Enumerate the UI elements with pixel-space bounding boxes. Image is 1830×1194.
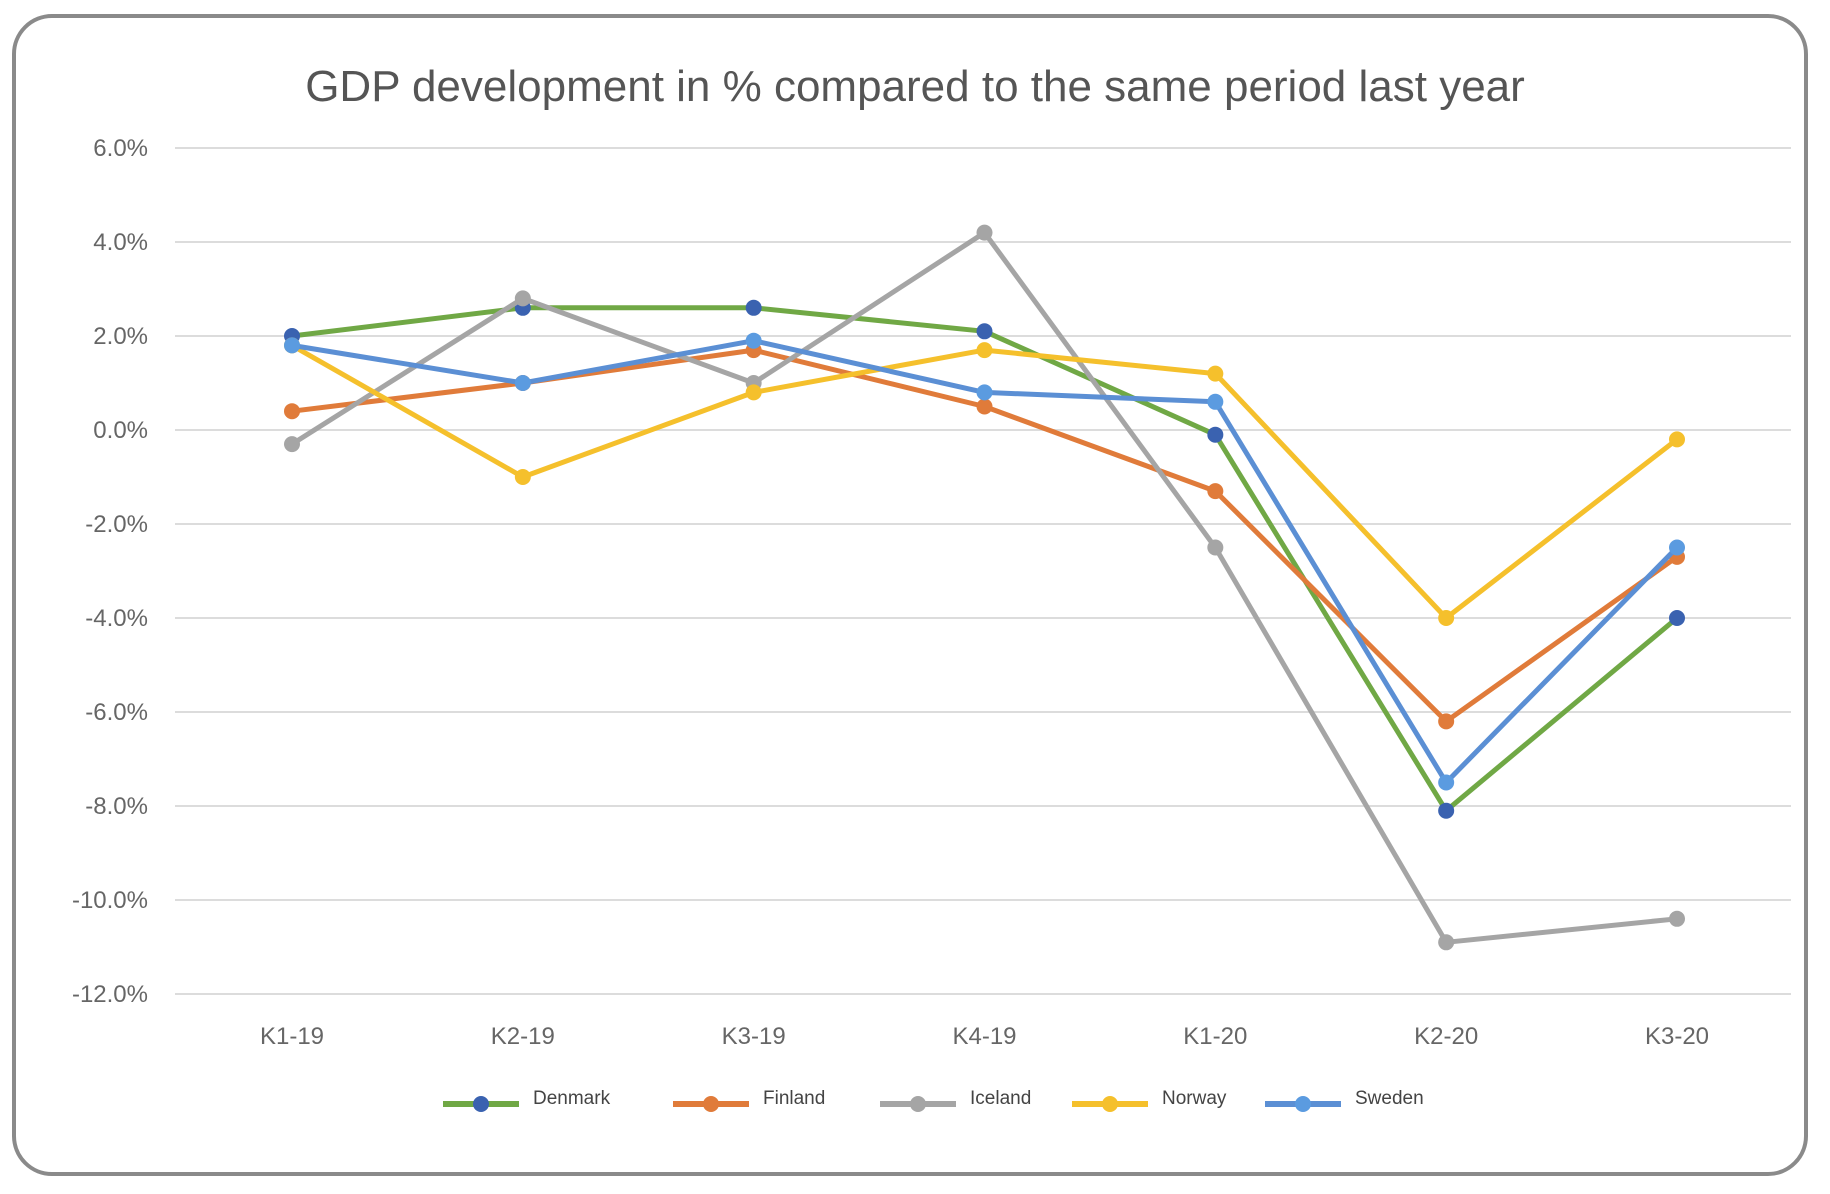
data-point-denmark (1438, 802, 1455, 819)
x-tick-label: K2-20 (1414, 1023, 1478, 1050)
chart-frame (12, 14, 1808, 1176)
data-point-denmark (1669, 610, 1685, 626)
data-point-iceland (514, 290, 531, 307)
y-tick-label: 4.0% (93, 229, 148, 256)
data-point-norway (1669, 431, 1685, 448)
data-point-iceland (1669, 910, 1685, 927)
data-point-sweden (514, 375, 531, 391)
legend-marker-norway (1102, 1096, 1118, 1112)
data-point-norway (745, 384, 762, 401)
data-point-norway (514, 469, 531, 485)
data-point-sweden (1669, 539, 1685, 556)
x-tick-label: K4-19 (952, 1023, 1016, 1050)
x-tick-label: K1-20 (1183, 1023, 1247, 1050)
legend-label: Denmark (533, 1088, 611, 1109)
legend-label: Sweden (1355, 1088, 1424, 1109)
series-line-denmark (291, 305, 1679, 814)
y-tick-label: -4.0% (85, 605, 148, 632)
data-point-sweden (976, 384, 993, 401)
data-point-denmark (1207, 426, 1224, 443)
legend-label: Iceland (970, 1088, 1031, 1109)
data-point-denmark (745, 299, 762, 316)
data-point-norway (1207, 365, 1224, 382)
legend-label: Finland (763, 1088, 825, 1109)
data-point-denmark (976, 323, 993, 340)
legend-marker-sweden (1295, 1096, 1311, 1112)
data-point-iceland (284, 436, 300, 453)
y-tick-label: -2.0% (85, 511, 148, 538)
legend-marker-finland (703, 1096, 719, 1112)
data-point-iceland (976, 224, 993, 241)
legend-marker-iceland (910, 1096, 926, 1112)
data-point-finland (976, 398, 993, 415)
y-tick-label: 0.0% (93, 417, 148, 444)
data-point-sweden (1438, 774, 1455, 791)
data-point-finland (284, 403, 300, 420)
chart-title: GDP development in % compared to the sam… (305, 62, 1525, 111)
data-point-iceland (1438, 934, 1455, 951)
y-tick-label: 6.0% (93, 135, 148, 162)
data-point-sweden (745, 332, 762, 349)
data-point-sweden (1207, 393, 1224, 410)
x-tick-label: K2-19 (491, 1023, 555, 1050)
y-tick-label: -12.0% (72, 981, 148, 1008)
data-point-sweden (284, 337, 300, 354)
data-point-norway (1438, 610, 1455, 626)
data-point-iceland (1207, 539, 1224, 556)
x-tick-label: K3-20 (1645, 1023, 1709, 1050)
y-tick-label: -6.0% (85, 699, 148, 726)
data-point-finland (1207, 483, 1224, 500)
x-tick-label: K1-19 (260, 1023, 324, 1050)
legend-marker-denmark (473, 1096, 489, 1112)
y-tick-label: -10.0% (72, 887, 148, 914)
y-tick-label: -8.0% (85, 793, 148, 820)
data-point-norway (976, 342, 993, 359)
legend-label: Norway (1162, 1088, 1227, 1109)
data-point-finland (1438, 713, 1455, 730)
y-tick-label: 2.0% (93, 323, 148, 350)
x-tick-label: K3-19 (722, 1023, 786, 1050)
